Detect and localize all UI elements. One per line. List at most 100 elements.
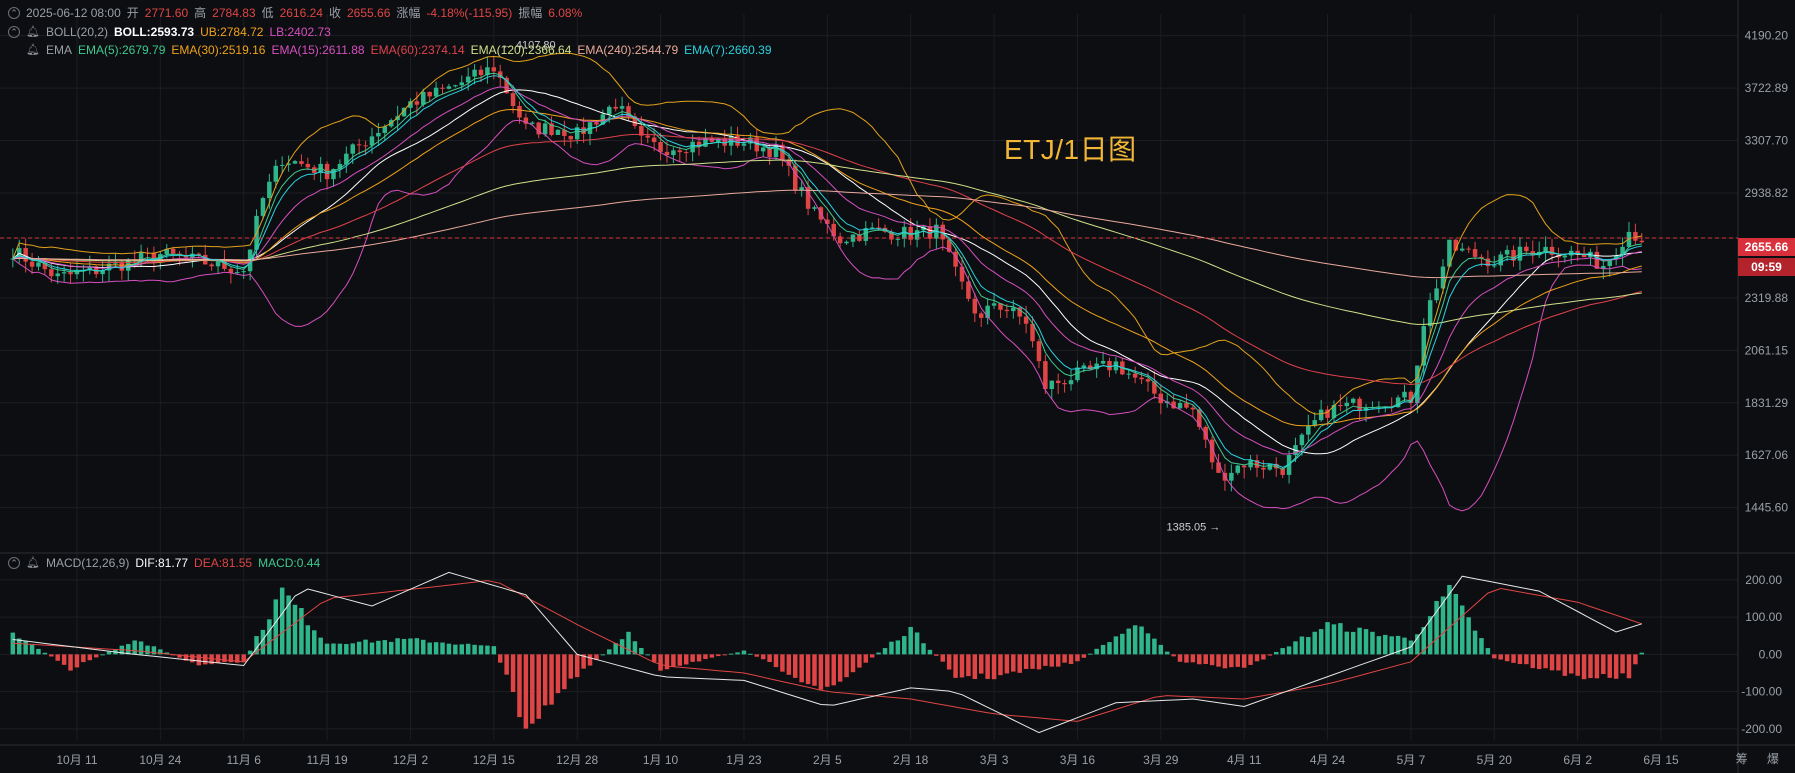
- candle-body: [555, 129, 561, 135]
- bell-icon[interactable]: 🔔︎: [26, 26, 40, 38]
- macd-bar: [767, 654, 772, 663]
- macd-bar: [921, 643, 926, 655]
- candle-body: [299, 161, 304, 164]
- collapse-icon[interactable]: ⌃: [8, 7, 20, 19]
- collapse-icon[interactable]: ⌃: [8, 26, 20, 38]
- bell-icon[interactable]: 🔔︎: [26, 557, 40, 569]
- macd-dif-line: [12, 571, 1642, 734]
- close-value: 2655.66: [346, 6, 391, 20]
- candle-body: [138, 252, 144, 262]
- macd-bar: [1543, 654, 1548, 669]
- macd-bar: [978, 654, 984, 674]
- time-tick-label: 11月 19: [307, 753, 348, 767]
- macd-bar: [1549, 654, 1555, 671]
- macd-bar: [1184, 654, 1189, 663]
- time-tick-label: 5月 20: [1477, 753, 1513, 767]
- candle-body: [421, 91, 426, 105]
- macd-bar: [946, 654, 952, 670]
- candle-body: [401, 107, 407, 117]
- ema-name[interactable]: EMA: [45, 43, 72, 57]
- macd-bar: [876, 652, 881, 655]
- macd-bar: [190, 654, 195, 663]
- macd-bar: [472, 644, 477, 655]
- macd-bar: [523, 654, 529, 729]
- macd-bar: [1620, 654, 1625, 674]
- time-tick-label: 5月 7: [1397, 753, 1426, 767]
- candle-body: [523, 117, 529, 124]
- macd-bar: [683, 654, 689, 665]
- candle-body: [998, 303, 1003, 310]
- macd-bar: [1280, 648, 1285, 655]
- candle-body: [1633, 231, 1638, 241]
- candle-body: [671, 150, 676, 156]
- candle-body: [664, 151, 670, 156]
- candle-body: [119, 262, 125, 271]
- macd-bar: [703, 654, 708, 660]
- macd-bar: [1254, 654, 1260, 662]
- macd-bar: [247, 650, 253, 655]
- price-tick-label: 2061.15: [1745, 343, 1789, 357]
- candle-body: [959, 266, 965, 282]
- macd-bar: [100, 654, 105, 656]
- candle-body: [1216, 462, 1221, 473]
- ema-30: EMA(30):2519.16: [171, 43, 266, 57]
- price-tick-label: 1627.06: [1745, 448, 1789, 462]
- candle-body: [1415, 365, 1420, 404]
- macd-bar: [1216, 654, 1221, 667]
- candle-body: [369, 136, 375, 146]
- candle-body: [151, 252, 157, 262]
- bell-icon[interactable]: 🔔︎: [26, 44, 40, 56]
- macd-bar: [812, 654, 817, 686]
- macd-bar: [202, 654, 208, 665]
- macd-tick-label: 200.00: [1745, 573, 1782, 587]
- macd-bar: [1261, 654, 1266, 660]
- macd-bar: [1049, 654, 1055, 667]
- macd-bar: [600, 654, 606, 656]
- macd-bar: [1145, 633, 1151, 655]
- ema-120: EMA(120):2366.64: [470, 43, 572, 57]
- macd-bar: [869, 654, 875, 658]
- ema-240: EMA(240):2544.79: [577, 43, 679, 57]
- candle-body: [491, 67, 497, 72]
- candle-body: [382, 126, 388, 133]
- high-annotation: ← 4107.80: [502, 39, 556, 51]
- macd-name[interactable]: MACD(12,26,9): [45, 556, 130, 570]
- candle-body: [703, 137, 708, 147]
- macd-bar: [324, 643, 330, 655]
- candle-body: [863, 228, 869, 241]
- macd-bar: [1511, 654, 1516, 663]
- macd-bar: [555, 654, 561, 694]
- candle-body: [658, 142, 663, 152]
- macd-bar: [305, 625, 311, 655]
- macd-bar: [1190, 654, 1196, 663]
- macd-bar: [1556, 654, 1561, 671]
- boll-legend: ⌃ 🔔︎ BOLL(20,2) BOLL:2593.73 UB:2784.72 …: [8, 24, 331, 40]
- macd-bar: [485, 645, 490, 655]
- macd-bar: [81, 654, 86, 663]
- macd-bar: [1229, 654, 1234, 668]
- macd-bar: [106, 651, 112, 655]
- collapse-icon[interactable]: ⌃: [8, 557, 20, 569]
- candle-body: [793, 165, 798, 191]
- candle-body: [170, 248, 176, 254]
- time-tick-label: 6月 15: [1643, 753, 1679, 767]
- boll-name[interactable]: BOLL(20,2): [45, 25, 109, 39]
- macd-bar: [312, 630, 317, 655]
- candle-body: [799, 187, 804, 191]
- candle-body: [1363, 407, 1369, 411]
- macd-bar: [857, 654, 862, 668]
- macd-bar: [1139, 626, 1144, 655]
- macd-bar: [574, 654, 580, 678]
- macd-bar: [722, 654, 727, 656]
- corner-tools[interactable]: 筹 爆: [1735, 752, 1787, 766]
- candle-body: [356, 144, 362, 146]
- candle-body: [1434, 288, 1439, 301]
- candle-body: [767, 147, 772, 157]
- price-tick-label: 2938.82: [1745, 186, 1789, 200]
- candle-body: [1524, 246, 1529, 252]
- candle-body: [972, 298, 978, 314]
- candle-body: [36, 262, 41, 267]
- candle-body: [542, 123, 548, 135]
- macd-bar: [1306, 637, 1311, 655]
